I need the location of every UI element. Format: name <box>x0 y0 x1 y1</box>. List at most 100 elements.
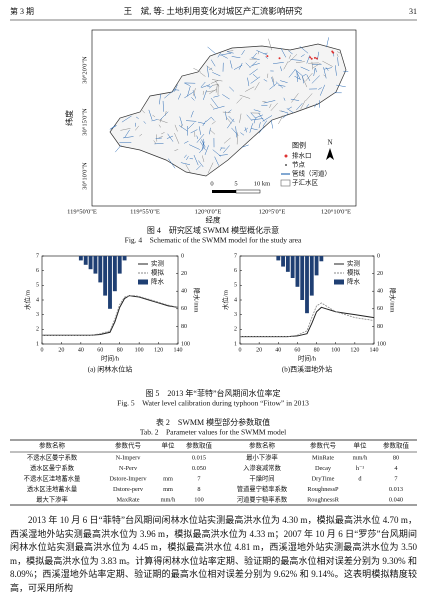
y-tick-label: 1 <box>36 341 39 347</box>
table-cell: mm/h <box>161 496 177 503</box>
line-chart: 0 20 40 60 80 100 120 140 1 2 3 4 5 6 7 0 20 40 60 80 100 水位/… <box>22 253 201 373</box>
outfall <box>332 51 335 54</box>
pipe <box>271 77 275 87</box>
pipe <box>187 85 191 97</box>
table-cell: Decay <box>315 465 332 472</box>
x-axis-title: 时间/h <box>298 353 317 362</box>
y2-tick-label: 20 <box>181 271 187 277</box>
pipe <box>296 103 303 111</box>
pipe <box>198 160 204 168</box>
pipe <box>326 37 329 48</box>
issue: 第 3 期 <box>10 6 34 16</box>
pipe <box>323 74 327 77</box>
pipe <box>120 128 131 131</box>
pipe <box>210 59 216 67</box>
pipe <box>185 164 191 173</box>
table-cell: 100 <box>194 496 203 503</box>
legend-label: 模拟 <box>347 267 361 276</box>
outfall <box>313 56 316 59</box>
pipe <box>159 94 161 105</box>
pipe <box>206 65 214 71</box>
pipe <box>229 60 233 69</box>
pipe <box>302 75 304 84</box>
table-cell: Dstore-Imperv <box>109 475 147 482</box>
pipe <box>201 141 205 151</box>
y2-tick-label: 0 <box>377 253 380 259</box>
pipe <box>236 97 243 104</box>
table-header: 单位 <box>162 440 176 449</box>
pipe <box>286 108 294 113</box>
pipe <box>152 114 156 118</box>
pipe <box>283 61 289 70</box>
lon-label: 120°0'0"E <box>195 208 222 215</box>
lat-label: 30°10'0"N <box>81 162 88 190</box>
pipe <box>245 62 251 68</box>
pipe <box>246 114 253 122</box>
pipe <box>220 54 228 59</box>
pipe <box>223 145 230 154</box>
pipe <box>280 48 287 58</box>
pipe <box>305 72 313 82</box>
pipe <box>280 66 282 72</box>
legend-label: 节点 <box>292 160 306 168</box>
table-cell: 管道曼宁糙率系数 <box>237 484 288 493</box>
pipe <box>211 79 223 82</box>
outfall <box>266 55 269 58</box>
pipe <box>231 56 241 59</box>
pipe <box>258 125 265 134</box>
body-paragraph: 2013 年 10 月 6 日“菲特”台风期间闲林水位站实测最高洪水位为 4.3… <box>10 515 417 593</box>
table-cell: 最小下渗率 <box>246 452 277 461</box>
table-cell: RoughnessR <box>307 496 340 503</box>
pipe <box>269 103 272 109</box>
y-tick-label: 3 <box>234 312 237 318</box>
pipe <box>198 126 201 135</box>
table-cell: 入渗衰减常数 <box>243 463 281 472</box>
y-tick-label: 6 <box>36 268 39 274</box>
pipe <box>253 109 261 112</box>
table-cell: 透水区洼地蓄水量 <box>27 484 78 493</box>
pipe <box>158 124 161 128</box>
pipe <box>206 66 209 78</box>
pipe <box>193 154 199 166</box>
pipe <box>217 52 221 58</box>
legend-swatch <box>138 279 148 285</box>
rain-bar <box>281 256 285 267</box>
pipe <box>187 122 195 130</box>
scale-label: 5 <box>234 180 237 187</box>
pipe <box>184 82 190 86</box>
pipe <box>207 162 214 174</box>
pipe <box>295 61 305 63</box>
pipe <box>336 53 339 57</box>
table-cell: 4 <box>394 465 398 472</box>
legend-label: 实测 <box>151 258 165 267</box>
y2-tick-label: 80 <box>377 324 383 330</box>
pipe <box>165 110 167 116</box>
pipe <box>168 158 176 169</box>
legend-subcatchment <box>280 179 291 187</box>
pipe <box>249 68 258 76</box>
table-cell: 8 <box>197 486 200 493</box>
rain-bar <box>295 256 300 287</box>
pipe <box>245 86 255 92</box>
rain-bar <box>112 256 117 292</box>
x-tick-label: 100 <box>331 347 340 353</box>
pipe <box>262 120 268 127</box>
pipe <box>278 115 284 125</box>
pipe <box>288 69 296 78</box>
pipe <box>222 111 231 113</box>
y2-tick-label: 60 <box>181 306 187 312</box>
outfall <box>310 57 313 60</box>
fig5-caption-en: Fig. 5 Water level calibration during ty… <box>117 399 309 408</box>
scale-label: 10 km <box>254 180 270 187</box>
pipe <box>290 59 302 61</box>
y2-axis-title: 降水/mm <box>389 288 398 313</box>
pipe <box>151 119 158 122</box>
pipe <box>244 127 249 132</box>
scale-bar <box>235 189 261 194</box>
pipe <box>139 133 143 137</box>
water-level-line <box>240 302 375 338</box>
table-cell: Dstore-perv <box>113 486 144 493</box>
water-level-line <box>42 295 179 336</box>
pipe <box>251 118 264 121</box>
chart-subtitle: (a) 闲林水位站 <box>88 365 133 374</box>
